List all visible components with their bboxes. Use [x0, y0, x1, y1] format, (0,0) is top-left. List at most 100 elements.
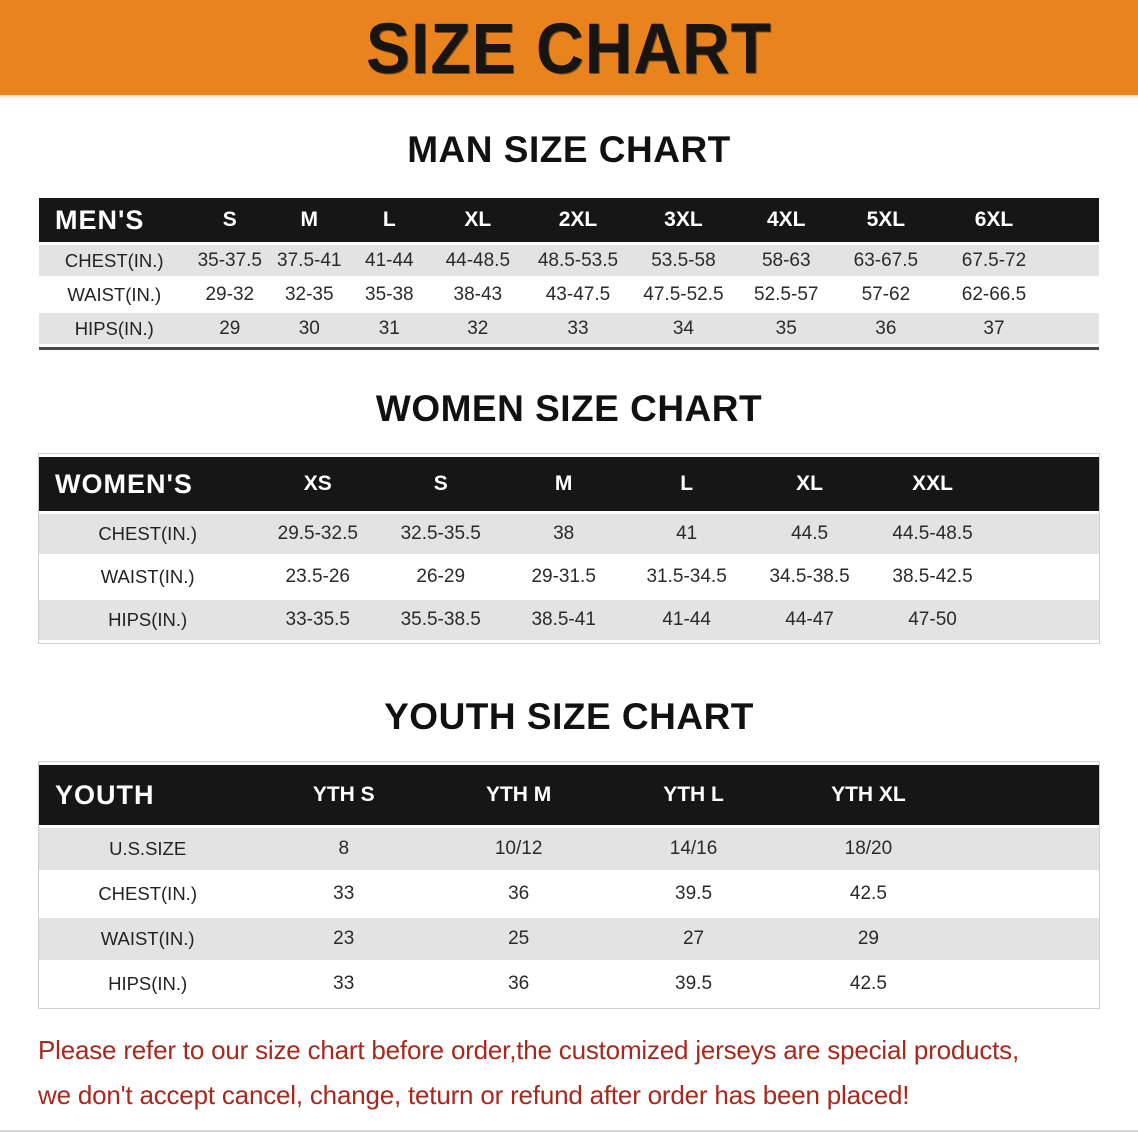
size-column-header: S [189, 198, 271, 242]
table-row: WAIST(IN.) 23.5-26 26-29 29-31.5 31.5-34.5 34… [39, 557, 1099, 597]
measurement-cell: 41-44 [625, 600, 749, 640]
measurement-cell: 25 [431, 918, 607, 960]
table-row: WAIST(IN.) 23 25 27 29 [39, 918, 1099, 960]
measurement-cell: 38-43 [430, 279, 526, 310]
measurement-cell: 38.5-42.5 [871, 557, 995, 597]
table-row: U.S.SIZE 8 10/12 14/16 18/20 [39, 828, 1099, 870]
measurement-cell: 33 [256, 963, 432, 1005]
measurement-cell: 31 [348, 313, 431, 344]
measurement-cell: 58-63 [736, 245, 837, 276]
measurement-cell: 35-37.5 [189, 245, 271, 276]
women-section-heading: WOMEN SIZE CHART [375, 388, 763, 429]
table-row: CHEST(IN.) 33 36 39.5 42.5 [39, 873, 1099, 915]
measurement-cell: 41 [625, 514, 749, 554]
women-size-section: WOMEN SIZE CHART WOMEN'S XS S M L XL XXL CHEST(… [0, 350, 1138, 643]
table-row: CHEST(IN.) 29.5-32.5 32.5-35.5 38 41 44.5 44.5… [39, 514, 1099, 554]
measurement-cell: 36 [431, 963, 607, 1005]
row-label: U.S.SIZE [39, 828, 257, 870]
measurement-cell: 35-38 [348, 279, 431, 310]
row-label: WAIST(IN.) [39, 918, 257, 960]
size-header-row: YOUTH YTH S YTH M YTH L YTH XL [39, 765, 1099, 825]
measurement-cell: 33 [256, 873, 432, 915]
measurement-cell: 29 [189, 313, 271, 344]
size-column-header: M [502, 457, 626, 511]
measurement-cell: 36 [836, 313, 936, 344]
measurement-cell: 47.5-52.5 [630, 279, 737, 310]
measurement-cell: 57-62 [836, 279, 936, 310]
row-label: WAIST(IN.) [39, 279, 190, 310]
measurement-cell: 33 [525, 313, 631, 344]
row-filler-cell [955, 918, 1099, 960]
measurement-cell: 63-67.5 [836, 245, 936, 276]
row-label: CHEST(IN.) [39, 245, 190, 276]
measurement-cell: 44-47 [748, 600, 872, 640]
measurement-cell: 42.5 [780, 873, 956, 915]
measurement-cell: 34 [630, 313, 737, 344]
table-row: WAIST(IN.) 29-32 32-35 35-38 38-43 43-47.5 47.… [39, 279, 1099, 310]
table-corner-label: MEN'S [39, 198, 190, 242]
header-filler-cell [1052, 198, 1099, 242]
measurement-cell: 36 [431, 873, 607, 915]
footer-note-line2: we don't accept cancel, change, teturn o… [38, 1079, 910, 1110]
measurement-cell: 35.5-38.5 [379, 600, 503, 640]
measurement-cell: 44.5-48.5 [871, 514, 995, 554]
row-label: HIPS(IN.) [39, 963, 257, 1005]
table-row: HIPS(IN.) 29 30 31 32 33 34 35 36 37 [39, 313, 1099, 344]
size-column-header: XS [256, 457, 380, 511]
men-size-section: MAN SIZE CHART MEN'S S M L XL 2XL 3XL 4XL 5XL 6XL… [0, 98, 1138, 350]
size-column-header: YTH S [256, 765, 432, 825]
youth-size-table: YOUTH YTH S YTH M YTH L YTH XL U.S.SIZE 8 10/12… [39, 762, 1099, 1008]
youth-size-section: YOUTH SIZE CHART YOUTH YTH S YTH M YTH L YTH… [0, 643, 1138, 1008]
row-filler-cell [994, 557, 1099, 597]
row-label: HIPS(IN.) [39, 600, 257, 640]
measurement-cell: 39.5 [606, 873, 781, 915]
size-column-header: 5XL [836, 198, 936, 242]
measurement-cell: 37.5-41 [270, 245, 349, 276]
men-size-table: MEN'S S M L XL 2XL 3XL 4XL 5XL 6XL CHEST(IN.) 35-37… [39, 195, 1099, 350]
measurement-cell: 42.5 [780, 963, 956, 1005]
measurement-cell: 32-35 [270, 279, 349, 310]
measurement-cell: 26-29 [379, 557, 503, 597]
size-column-header: M [270, 198, 349, 242]
measurement-cell: 48.5-53.5 [525, 245, 631, 276]
measurement-cell: 23.5-26 [256, 557, 380, 597]
measurement-cell: 8 [256, 828, 432, 870]
measurement-cell: 47-50 [871, 600, 995, 640]
size-column-header: XXL [871, 457, 995, 511]
size-column-header: XL [430, 198, 526, 242]
measurement-cell: 44-48.5 [430, 245, 526, 276]
size-column-header: 6XL [935, 198, 1053, 242]
measurement-cell: 32 [430, 313, 526, 344]
measurement-cell: 35 [736, 313, 837, 344]
size-column-header: YTH L [606, 765, 781, 825]
size-column-header: 3XL [630, 198, 737, 242]
measurement-cell: 67.5-72 [935, 245, 1053, 276]
footer-note: Please refer to our size chart before or… [0, 1028, 1138, 1117]
size-column-header: S [379, 457, 503, 511]
measurement-cell: 30 [270, 313, 349, 344]
measurement-cell: 38 [502, 514, 626, 554]
measurement-cell: 34.5-38.5 [748, 557, 872, 597]
measurement-cell: 29 [780, 918, 956, 960]
measurement-cell: 10/12 [431, 828, 607, 870]
measurement-cell: 31.5-34.5 [625, 557, 749, 597]
size-header-row: WOMEN'S XS S M L XL XXL [39, 457, 1099, 511]
size-column-header: YTH M [431, 765, 607, 825]
youth-section-heading: YOUTH SIZE CHART [384, 696, 754, 737]
measurement-cell: 39.5 [606, 963, 781, 1005]
row-label: CHEST(IN.) [39, 514, 257, 554]
measurement-cell: 38.5-41 [502, 600, 626, 640]
measurement-cell: 23 [256, 918, 432, 960]
table-row: HIPS(IN.) 33-35.5 35.5-38.5 38.5-41 41-44 44-… [39, 600, 1099, 640]
measurement-cell: 52.5-57 [736, 279, 837, 310]
measurement-cell: 27 [606, 918, 781, 960]
table-corner-label: YOUTH [39, 765, 257, 825]
measurement-cell: 14/16 [606, 828, 781, 870]
row-filler-cell [955, 963, 1099, 1005]
measurement-cell: 29-31.5 [502, 557, 626, 597]
row-filler-cell [1052, 313, 1099, 344]
measurement-cell: 44.5 [748, 514, 872, 554]
measurement-cell: 41-44 [348, 245, 431, 276]
size-column-header: XL [748, 457, 872, 511]
row-label: CHEST(IN.) [39, 873, 257, 915]
